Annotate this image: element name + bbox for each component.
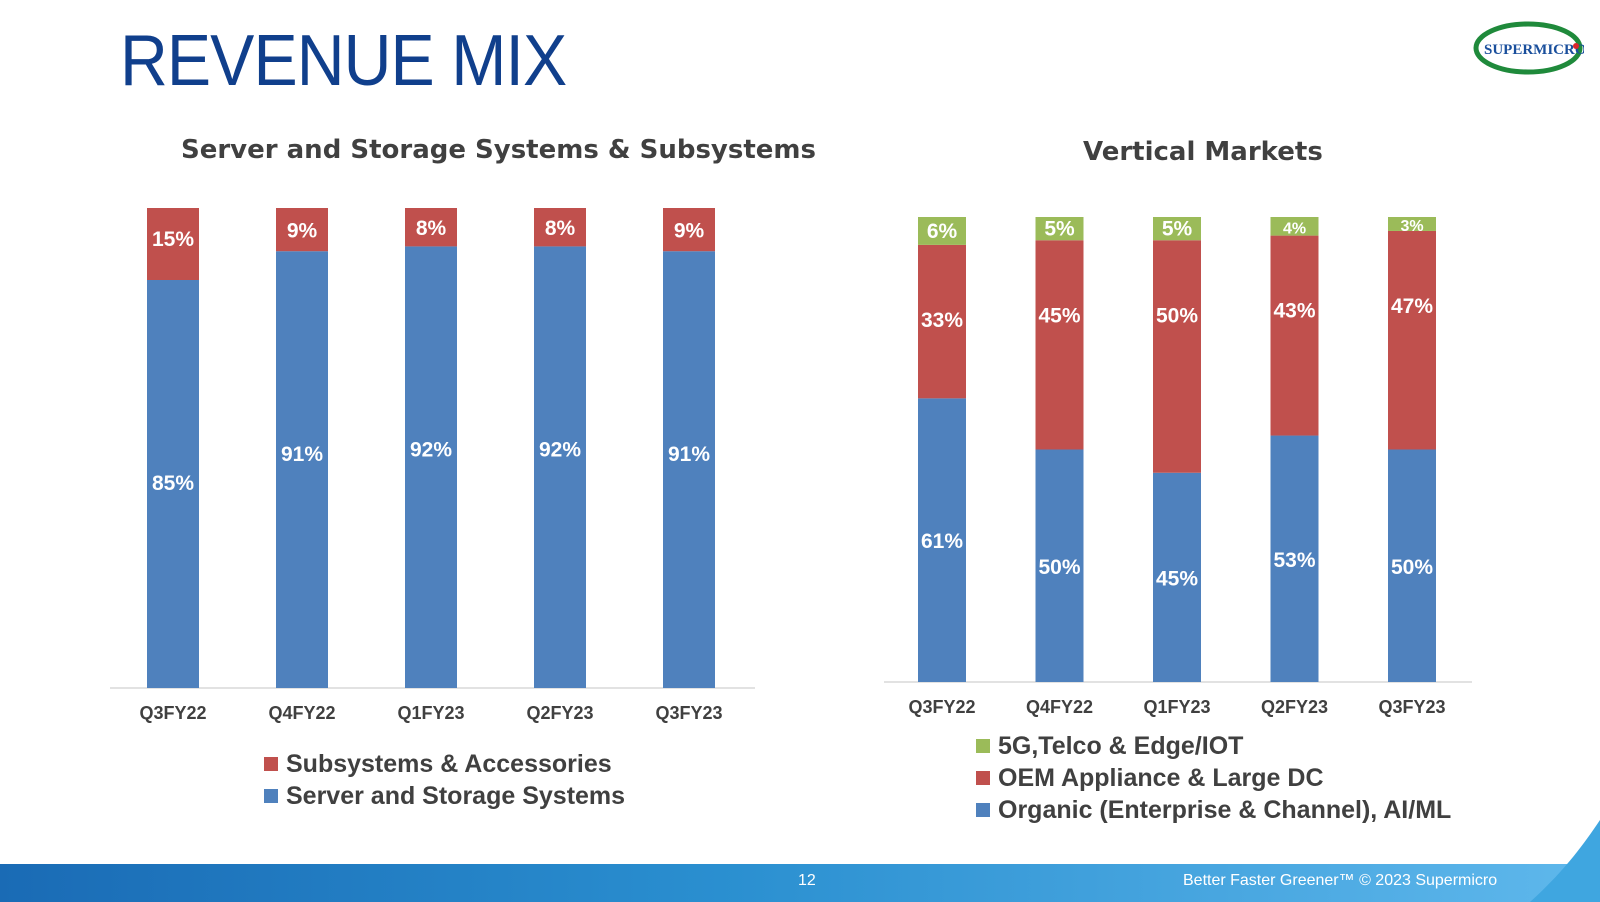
- data-label: 91%: [668, 443, 710, 466]
- x-tick-label: Q1FY23: [397, 703, 464, 723]
- bar-segment-oem-appliance-large-dc: [1035, 240, 1084, 450]
- legend-item: Subsystems & Accessories: [264, 748, 625, 780]
- bar-segment-oem-appliance-large-dc: [1270, 235, 1319, 436]
- data-label: 5%: [1044, 218, 1075, 241]
- data-label: 45%: [1038, 304, 1080, 327]
- bar-segment-subsystems-accessories: [276, 208, 328, 252]
- data-label: 61%: [921, 530, 963, 553]
- x-tick-label: Q2FY23: [1261, 697, 1328, 717]
- data-label: 8%: [416, 217, 447, 240]
- data-label: 33%: [921, 309, 963, 332]
- bar-segment-oem-appliance-large-dc: [918, 244, 966, 399]
- x-tick-label: Q3FY23: [1378, 697, 1445, 717]
- data-label: 6%: [927, 220, 958, 243]
- data-label: 50%: [1156, 304, 1198, 327]
- vertical-markets-stacked-bar-chart: 61% 33% 6% Q3FY22 50% 45% 5% Q4FY22 45% 50% 5% Q1FY…: [884, 217, 1472, 717]
- legend-label: OEM Appliance & Large DC: [998, 763, 1324, 792]
- bar-segment-subsystems-accessories: [405, 208, 457, 247]
- legend-label: Server and Storage Systems: [286, 781, 626, 810]
- data-label: 5%: [1162, 218, 1193, 241]
- footer-bar: [0, 864, 1600, 902]
- bar-segment-subsystems-accessories: [663, 208, 715, 252]
- legend-item: Server and Storage Systems: [264, 780, 625, 812]
- x-tick-label: Q3FY23: [655, 703, 722, 723]
- data-label: 9%: [674, 220, 705, 243]
- data-label: 4%: [1283, 220, 1306, 237]
- x-tick-label: Q3FY22: [139, 703, 206, 723]
- legend-label: Organic (Enterprise & Channel), AI/ML: [998, 795, 1452, 824]
- data-label: 92%: [410, 438, 452, 461]
- bar-segment-5g-telco-edge-iot: [1153, 217, 1201, 241]
- bar-segment-organic-enterprise-channel-ai-ml: [1035, 449, 1084, 682]
- data-label: 85%: [152, 472, 194, 495]
- bar-segment-organic-enterprise-channel-ai-ml: [1270, 435, 1319, 682]
- data-label: 50%: [1391, 556, 1433, 579]
- server-storage-stacked-bar-chart: 85% 15% Q3FY22 91% 9% Q4FY22 92% 8% Q1FY23 92% 8% Q…: [110, 208, 755, 723]
- legend-swatch-red: [264, 757, 278, 771]
- bar-segment-server-and-storage-systems: [534, 246, 586, 688]
- x-tick-label: Q4FY22: [268, 703, 335, 723]
- data-label: 45%: [1156, 567, 1198, 590]
- data-label: 50%: [1038, 556, 1080, 579]
- x-tick-label: Q1FY23: [1143, 697, 1210, 717]
- data-label: 47%: [1391, 295, 1433, 318]
- bar-segment-server-and-storage-systems: [405, 246, 457, 688]
- x-tick-label: Q2FY23: [526, 703, 593, 723]
- bar-segment-server-and-storage-systems: [663, 251, 715, 688]
- bar-segment-5g-telco-edge-iot: [1270, 217, 1319, 236]
- footer-tagline: Better Faster Greener™ © 2023 Supermicro: [1183, 872, 1498, 889]
- data-label: 9%: [287, 220, 318, 243]
- bar-segment-5g-telco-edge-iot: [1388, 217, 1436, 231]
- bar-segment-server-and-storage-systems: [147, 280, 199, 688]
- chart-2-title: Vertical Markets: [1083, 137, 1323, 167]
- x-tick-label: Q4FY22: [1026, 697, 1093, 717]
- legend-item: OEM Appliance & Large DC: [976, 762, 1451, 794]
- legend-swatch-blue: [976, 803, 990, 817]
- chart-1-title: Server and Storage Systems & Subsystems: [181, 135, 816, 165]
- legend-label: 5G,Telco & Edge/IOT: [998, 731, 1244, 760]
- data-label: 15%: [152, 228, 194, 251]
- page-number: 12: [798, 872, 816, 889]
- data-label: 92%: [539, 438, 581, 461]
- data-label: 8%: [545, 217, 576, 240]
- data-label: 53%: [1273, 549, 1315, 572]
- bar-segment-organic-enterprise-channel-ai-ml: [918, 398, 966, 682]
- bar-segment-server-and-storage-systems: [276, 251, 328, 688]
- bar-segment-organic-enterprise-channel-ai-ml: [1153, 472, 1201, 682]
- legend-item: 5G,Telco & Edge/IOT: [976, 730, 1451, 762]
- footer-swoosh-graphic: [1530, 820, 1600, 902]
- legend-swatch-red: [976, 771, 990, 785]
- svg-text:SUPERMICRO: SUPERMICRO: [1484, 42, 1584, 58]
- legend-item: Organic (Enterprise & Channel), AI/ML: [976, 794, 1451, 826]
- bar-segment-organic-enterprise-channel-ai-ml: [1388, 449, 1436, 682]
- data-label: 3%: [1400, 218, 1423, 235]
- legend-label: Subsystems & Accessories: [286, 749, 612, 778]
- chart-2-legend: 5G,Telco & Edge/IOT OEM Appliance & Larg…: [976, 730, 1451, 826]
- x-tick-label: Q3FY22: [908, 697, 975, 717]
- bar-segment-oem-appliance-large-dc: [1153, 240, 1201, 473]
- legend-swatch-green: [976, 739, 990, 753]
- bar-segment-subsystems-accessories: [147, 208, 199, 280]
- bar-segment-5g-telco-edge-iot: [918, 217, 966, 245]
- bar-segment-5g-telco-edge-iot: [1035, 217, 1084, 241]
- bar-segment-subsystems-accessories: [534, 208, 586, 247]
- slide-title: REVENUE MIX: [120, 21, 567, 101]
- legend-swatch-blue: [264, 789, 278, 803]
- data-label: 43%: [1273, 300, 1315, 323]
- bar-segment-oem-appliance-large-dc: [1388, 230, 1436, 450]
- chart-1-legend: Subsystems & Accessories Server and Stor…: [264, 748, 625, 812]
- supermicro-logo: SUPERMICRO: [1473, 21, 1584, 75]
- data-label: 91%: [281, 443, 323, 466]
